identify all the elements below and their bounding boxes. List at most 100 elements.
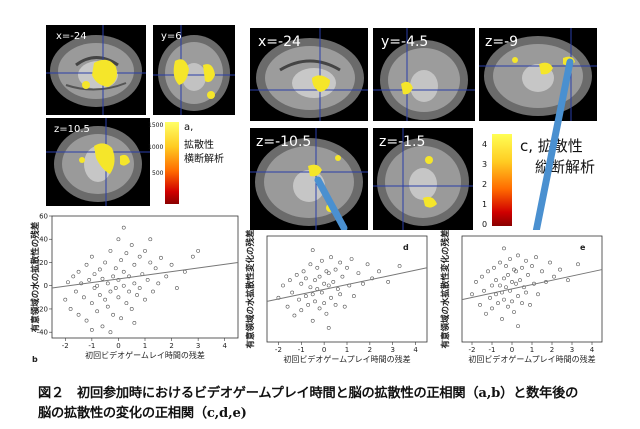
- data-point: [319, 290, 324, 295]
- data-point: [132, 320, 137, 325]
- data-point: [508, 257, 512, 261]
- data-point: [89, 301, 94, 306]
- data-point: [66, 280, 70, 285]
- data-point: [135, 293, 139, 297]
- y-axis-label: 有意領域の水の拡散性の残差: [30, 221, 41, 332]
- data-point: [502, 246, 506, 251]
- data-point: [530, 264, 534, 268]
- data-point: [124, 301, 129, 306]
- data-point: [127, 274, 131, 279]
- data-point: [63, 297, 68, 302]
- panel-a-title: a,: [184, 122, 194, 133]
- panel-letter: b: [32, 355, 38, 364]
- x-tick-label: 1: [143, 342, 147, 350]
- data-point: [190, 254, 195, 259]
- data-point: [74, 289, 78, 294]
- slice-label: z=10.5: [54, 124, 90, 135]
- data-point: [552, 274, 556, 279]
- data-point: [528, 303, 532, 307]
- colorbar-tick: 1500: [148, 122, 164, 129]
- data-point: [97, 267, 102, 272]
- data-point: [89, 254, 94, 259]
- data-point: [119, 258, 123, 263]
- data-point: [522, 285, 526, 290]
- x-tick-label: 4: [222, 342, 227, 350]
- data-point: [121, 269, 126, 274]
- data-point: [310, 248, 315, 253]
- data-point: [558, 267, 562, 272]
- data-point: [370, 276, 375, 281]
- colorbar-tick: 4: [482, 140, 488, 149]
- data-point: [536, 292, 540, 297]
- trend-line: [461, 269, 603, 301]
- data-point: [182, 269, 187, 274]
- data-point: [351, 294, 356, 298]
- data-point: [512, 267, 516, 272]
- data-point: [548, 260, 552, 265]
- x-tick-label: 2: [550, 346, 554, 354]
- data-point: [174, 286, 179, 290]
- data-point: [108, 248, 113, 253]
- x-axis-label: 初回ビデオゲームプレイ時間の残差: [283, 354, 410, 364]
- data-point: [116, 237, 121, 242]
- data-point: [143, 248, 147, 253]
- data-point: [132, 262, 137, 267]
- data-point: [129, 307, 134, 311]
- colorbar-a: [165, 122, 179, 204]
- data-point: [119, 316, 123, 321]
- x-axis-label: 初回ビデオゲームレイ時間の残差: [85, 350, 205, 360]
- data-point: [84, 262, 89, 267]
- data-point: [516, 253, 520, 258]
- data-point: [490, 283, 494, 288]
- data-point: [137, 286, 142, 290]
- data-point: [116, 278, 121, 282]
- data-point: [494, 278, 498, 283]
- data-point: [153, 266, 158, 271]
- data-point: [111, 312, 116, 317]
- data-point: [516, 294, 520, 298]
- slice-label: x=-24: [56, 31, 87, 42]
- data-point: [292, 313, 297, 318]
- slice-label: z=-10.5: [256, 134, 312, 150]
- data-point: [386, 280, 391, 284]
- data-point: [306, 303, 311, 307]
- data-point: [71, 274, 76, 279]
- colorbar-tick: 3: [482, 160, 488, 169]
- x-tick-label: -2: [62, 342, 69, 350]
- data-point: [301, 269, 306, 274]
- data-point: [159, 255, 163, 260]
- colorbar-tick: 500: [152, 170, 164, 177]
- data-point: [290, 290, 295, 295]
- data-point: [338, 260, 343, 265]
- data-point: [299, 308, 304, 313]
- data-point: [97, 293, 102, 297]
- data-point: [498, 260, 502, 265]
- x-tick-label: -1: [489, 346, 496, 354]
- data-point: [540, 269, 544, 274]
- mri-c-sagittal: x=-24: [250, 28, 368, 121]
- data-point: [317, 306, 322, 311]
- y-tick-label: 20: [39, 259, 48, 267]
- data-point: [494, 292, 498, 297]
- data-point: [95, 283, 100, 288]
- data-point: [340, 274, 345, 279]
- data-point: [129, 243, 134, 247]
- y-axis-label: 有意領域の水拡散性変化の残差: [245, 230, 256, 349]
- data-point: [576, 262, 580, 267]
- panel-letter: e: [580, 243, 586, 252]
- data-point: [474, 280, 478, 284]
- data-point: [108, 289, 113, 294]
- colorbar-tick: 1000: [148, 144, 164, 151]
- data-point: [326, 283, 331, 288]
- data-point: [121, 283, 126, 288]
- data-point: [504, 264, 508, 268]
- data-point: [490, 306, 494, 311]
- y-tick-label: 40: [39, 236, 48, 244]
- data-point: [315, 265, 320, 270]
- x-tick-label: -2: [275, 346, 282, 354]
- slice-label: z=-1.5: [379, 134, 426, 150]
- data-point: [121, 225, 126, 230]
- x-tick-label: -2: [469, 346, 476, 354]
- data-point: [397, 264, 402, 268]
- data-point: [113, 266, 118, 271]
